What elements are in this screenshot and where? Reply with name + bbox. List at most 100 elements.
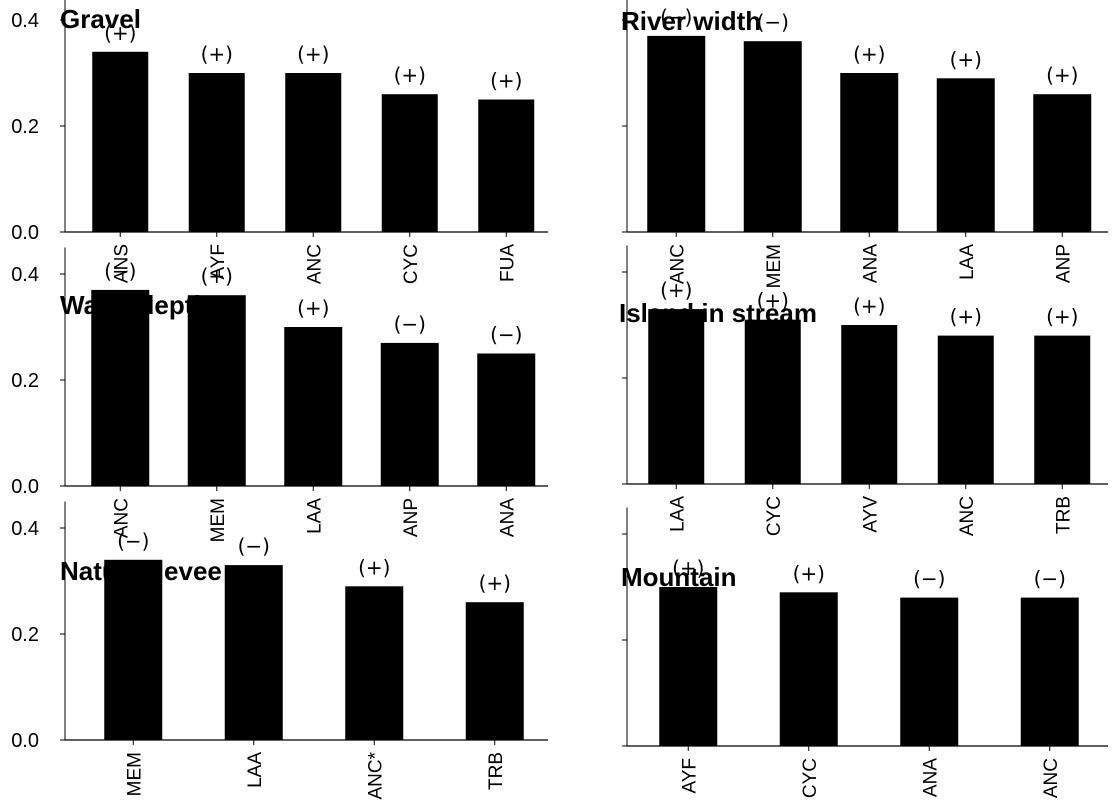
x-tick-label: MEM xyxy=(124,752,145,796)
x-tick-label: TRB xyxy=(486,752,507,790)
bar-sign-label: (−) xyxy=(1034,567,1066,591)
bar-sign-label: (−) xyxy=(913,567,945,591)
x-tick-label: ANS xyxy=(111,244,132,283)
bar-sign-label: (+) xyxy=(660,278,692,302)
bar xyxy=(285,73,342,232)
chart-panel: Water depth0.00.20.4(−)ANC(+)MEM(+)LAA(−… xyxy=(11,247,548,542)
y-tick-label: 0.2 xyxy=(11,116,39,138)
bar xyxy=(188,73,245,232)
bar-sign-label: (+) xyxy=(479,571,511,595)
bar xyxy=(779,592,838,746)
bar xyxy=(900,597,959,746)
x-tick-label: CYC xyxy=(800,758,821,798)
bar xyxy=(91,289,150,486)
bar-sign-label: (+) xyxy=(201,264,233,288)
bar-sign-label: (−) xyxy=(757,10,789,34)
x-tick-label: ANA xyxy=(497,498,518,537)
bar-sign-label: (−) xyxy=(238,534,270,558)
bar xyxy=(92,51,149,232)
bar-sign-label: (+) xyxy=(297,296,329,320)
x-tick-label: LAA xyxy=(667,496,688,532)
bar xyxy=(659,587,718,746)
x-tick-label: FUA xyxy=(497,244,518,282)
bar-sign-label: (+) xyxy=(672,556,704,580)
x-tick-label: ANP xyxy=(401,498,422,537)
y-tick-label: 0.0 xyxy=(11,730,39,752)
bar xyxy=(1034,335,1091,484)
bar xyxy=(936,78,995,232)
bar-sign-label: (+) xyxy=(853,42,885,66)
x-tick-label: AYF xyxy=(208,244,229,280)
x-tick-label: ANC xyxy=(111,498,132,538)
y-tick-label: 0.0 xyxy=(11,476,39,498)
bar-sign-label: (+) xyxy=(358,555,390,579)
bar xyxy=(647,35,706,233)
y-tick-label: 0.4 xyxy=(11,518,39,540)
y-tick-label: 0.2 xyxy=(11,370,39,392)
bar xyxy=(1033,94,1092,232)
bar xyxy=(840,73,899,232)
bar xyxy=(187,295,246,486)
bar-sign-label: (+) xyxy=(793,561,825,585)
x-tick-label: ANC xyxy=(1041,758,1062,798)
x-tick-label: ANA xyxy=(920,758,941,797)
bar-sign-label: (+) xyxy=(853,294,885,318)
x-tick-label: ANP xyxy=(1053,244,1074,283)
bar-sign-label: (−) xyxy=(394,312,426,336)
bar-sign-label: (+) xyxy=(757,289,789,313)
x-tick-label: ANC* xyxy=(365,751,386,799)
bar-sign-label: (+) xyxy=(1046,63,1078,87)
bar-sign-label: (+) xyxy=(950,305,982,329)
bar-sign-label: (−) xyxy=(117,529,149,553)
bar xyxy=(465,602,524,740)
bar-sign-label: (−) xyxy=(104,259,136,283)
bar xyxy=(345,586,404,740)
chart-panel: Gravel 0.0 0.2 0.4 (+) ANS (+) AYF (+) ANC (+) CYC (… xyxy=(11,0,548,284)
bar-sign-label: (+) xyxy=(104,21,136,45)
chart-title: Gravel xyxy=(60,4,141,34)
x-tick-label: AYF xyxy=(679,758,700,794)
bar xyxy=(224,565,283,740)
x-tick-label: ANC xyxy=(957,496,978,536)
chart-panel: Mountain(+)AYF(+)CYC(−)ANA(−)ANC xyxy=(621,507,1108,798)
bar-sign-label: (−) xyxy=(490,323,522,347)
x-tick-label: TRB xyxy=(1053,496,1074,534)
bar-sign-label: (+) xyxy=(490,69,522,93)
bar xyxy=(937,335,994,484)
y-tick-label: 0.4 xyxy=(11,10,39,32)
x-tick-label: MEM xyxy=(764,244,785,288)
bar xyxy=(743,41,802,233)
bar-sign-label: (−) xyxy=(660,5,692,29)
y-tick-label: 0.4 xyxy=(11,264,39,286)
bar-sign-label: (+) xyxy=(394,63,426,87)
x-tick-label: ANC xyxy=(304,244,325,284)
x-tick-label: CYC xyxy=(764,496,785,536)
x-tick-label: CYC xyxy=(401,244,422,284)
bar xyxy=(1020,597,1079,746)
x-tick-label: LAA xyxy=(304,498,325,534)
x-tick-label: MEM xyxy=(208,498,229,542)
bar-sign-label: (+) xyxy=(1046,305,1078,329)
chart-panel: Natural levee0.00.20.4(−)MEM(−)LAA(+)ANC… xyxy=(11,501,548,800)
bar xyxy=(477,353,536,486)
bar xyxy=(380,342,439,486)
bar xyxy=(648,309,705,484)
bar xyxy=(841,325,898,484)
bar xyxy=(104,559,163,740)
chart-panel: Island in stream(+)LAA(+)CYC(+)AYV(+)ANC… xyxy=(619,245,1108,536)
y-tick-label: 0.2 xyxy=(11,624,39,646)
x-tick-label: LAA xyxy=(957,244,978,280)
x-tick-label: LAA xyxy=(245,752,266,788)
y-tick-label: 0.0 xyxy=(11,222,39,244)
x-tick-label: AYV xyxy=(860,496,881,533)
bar xyxy=(381,94,438,232)
bar xyxy=(478,99,535,232)
x-tick-label: ANA xyxy=(860,244,881,283)
bar xyxy=(284,327,343,486)
bar-sign-label: (+) xyxy=(297,42,329,66)
bar xyxy=(744,319,801,484)
bar-sign-label: (+) xyxy=(950,47,982,71)
bar-sign-label: (+) xyxy=(201,42,233,66)
x-tick-label: ANC xyxy=(667,244,688,284)
